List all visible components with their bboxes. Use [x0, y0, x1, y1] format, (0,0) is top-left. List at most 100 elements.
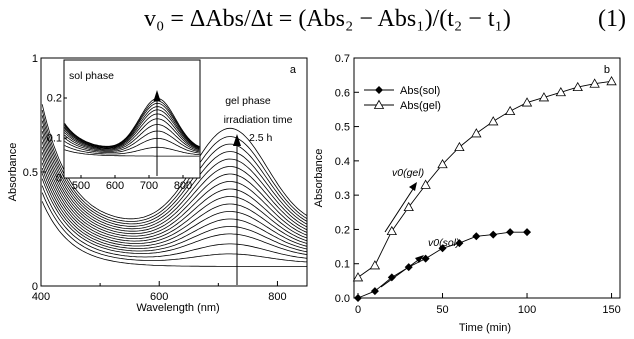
- gel-spectrum-curve: [41, 173, 308, 253]
- v0-sol-annotation: v0(sol): [380, 237, 460, 288]
- panel-b-ylabel: Absorbance: [313, 149, 325, 208]
- panel-b-ytick-label: 0.0: [335, 293, 350, 305]
- equation: v₀ = ΔAbs/Δt = (Abs₂ − Abs₁)/(t₂ − t₁) (…: [0, 2, 634, 42]
- legend-entry-sol: Abs(sol): [400, 85, 440, 97]
- panel-a-xtick-label: 600: [150, 291, 168, 303]
- gel-data-point: [437, 158, 448, 169]
- panel-b-ytick-label: 0.4: [335, 156, 350, 168]
- panel-a-ylabel: Absorbance: [7, 143, 19, 202]
- sol-spectrum-curve: [64, 149, 200, 157]
- gel-phase-label: gel phase: [225, 95, 271, 107]
- sol-data-point: [387, 273, 396, 282]
- sol-spectrum-curve: [64, 97, 200, 147]
- gel-spectrum-curve: [41, 146, 308, 239]
- sol-data-point: [523, 228, 532, 237]
- gel-spectrum-curve: [41, 125, 308, 230]
- panel-b-ytick-label: 0.7: [335, 53, 350, 65]
- sol-data-point: [354, 294, 362, 302]
- inset-xtick-label: 500: [72, 180, 90, 192]
- sol-spectrum-curve: [64, 130, 200, 153]
- legend-diamond-icon: [375, 86, 383, 94]
- gel-data-point: [420, 179, 431, 189]
- gel-spectrum-curve: [41, 120, 308, 227]
- panel-a-inset: sol phase 500 600 700 800 0 0.1 0.2: [47, 59, 201, 192]
- gel-spectrum-curve: [41, 185, 308, 259]
- panel-b-ytick-label: 0.1: [335, 259, 350, 271]
- panel-a-xtick-label: 800: [268, 291, 286, 303]
- sol-data-point: [472, 232, 481, 241]
- gel-spectrum-curve: [41, 178, 308, 255]
- gel-data-point: [538, 92, 550, 102]
- inset-ytick-label: 0: [56, 173, 62, 185]
- panel-b-label: b: [604, 64, 610, 76]
- sol-data-point: [455, 239, 464, 248]
- panel-a-ytick-label: 1: [32, 53, 38, 65]
- sol-data-point: [421, 254, 430, 263]
- sol-spectrum-curve: [64, 113, 200, 150]
- sol-spectrum-curve: [64, 100, 200, 148]
- gel-data-point: [454, 141, 465, 152]
- sol-spectrum-curve: [64, 118, 200, 151]
- equation-body: v₀ = ΔAbs/Δt = (Abs₂ − Abs₁)/(t₂ − t₁): [144, 6, 511, 32]
- gel-data-point: [369, 260, 381, 270]
- panel-b-legend: Abs(sol) Abs(gel): [364, 85, 441, 112]
- irradiation-duration-label: 2.5 h: [249, 132, 273, 144]
- gel-spectrum-curve: [41, 167, 308, 250]
- panel-b-xlabel: Time (min): [459, 322, 511, 334]
- inset-xtick-label: 600: [106, 180, 124, 192]
- gel-data-point: [521, 97, 533, 107]
- v0-sol-label: v0(sol): [428, 237, 460, 249]
- sol-spectrum-curve: [64, 106, 200, 149]
- series-line-gel: [357, 80, 612, 278]
- v0-sol-arrow-icon: [415, 255, 424, 263]
- inset-ytick-label: 0.2: [47, 93, 62, 105]
- gel-data-point: [606, 75, 617, 86]
- gel-data-point: [352, 272, 364, 282]
- gel-spectrum-curve: [41, 152, 308, 242]
- panel-b-xtick-label: 150: [602, 304, 620, 316]
- panel-b-ytick-label: 0.5: [335, 122, 350, 134]
- panel-a-xlabel: Wavelength (nm): [136, 302, 219, 314]
- inset-xtick-label: 700: [140, 180, 158, 192]
- inset-title: sol phase: [69, 70, 114, 82]
- gel-spectrum-curve: [41, 141, 308, 237]
- legend-entry-gel: Abs(gel): [400, 100, 441, 112]
- sol-data-point: [506, 228, 515, 237]
- gel-spectrum-curve: [41, 104, 308, 220]
- sol-spectrum-curve: [64, 137, 200, 154]
- v0-gel-label: v0(gel): [392, 167, 424, 179]
- sol-spectrum-curve: [64, 109, 200, 149]
- gel-spectrum-curve: [41, 192, 308, 263]
- panel-b-frame: [353, 57, 621, 299]
- panel-b-ytick-label: 0.6: [335, 87, 350, 99]
- inset-arrow-icon: [153, 90, 161, 176]
- gel-data-point: [403, 201, 414, 212]
- panel-b-xtick-label: 100: [518, 304, 536, 316]
- equation-number: (1): [598, 6, 626, 32]
- panel-b-xtick-label: 0: [355, 304, 361, 316]
- gel-data-point: [555, 86, 567, 97]
- sol-spectrum-curve: [64, 145, 200, 155]
- panel-b-xtick-label: 50: [436, 304, 448, 316]
- panel-b-ytick-label: 0.3: [335, 190, 350, 202]
- gel-spectrum-curve: [41, 115, 308, 225]
- panel-a-ytick-label: 0.5: [23, 167, 38, 179]
- gel-spectrum-curve: [41, 109, 308, 222]
- gel-spectrum-curve: [41, 201, 307, 267]
- inset-ytick-label: 0.1: [47, 133, 62, 145]
- panel-b: b Absorbance Time (min) 0 50 100 150 0.0 0.1 0…: [313, 53, 621, 334]
- gel-spectrum-curve: [41, 136, 308, 235]
- gel-data-point: [471, 128, 482, 138]
- sol-data-point: [438, 244, 447, 253]
- panel-a: a Absorbance Wavelength (nm) 400 600 800 0 0…: [7, 53, 308, 314]
- gel-spectrum-curve: [41, 130, 308, 232]
- gel-data-point: [386, 225, 397, 236]
- gel-data-point: [589, 78, 600, 88]
- v0-gel-arrow-icon: [409, 182, 417, 191]
- irradiation-time-label: irradiation time: [224, 114, 293, 126]
- panel-a-arrow-icon: [233, 134, 241, 285]
- panel-a-xtick-label: 400: [32, 291, 50, 303]
- panel-a-label: a: [290, 64, 297, 76]
- gel-spectrum-curve: [41, 157, 308, 244]
